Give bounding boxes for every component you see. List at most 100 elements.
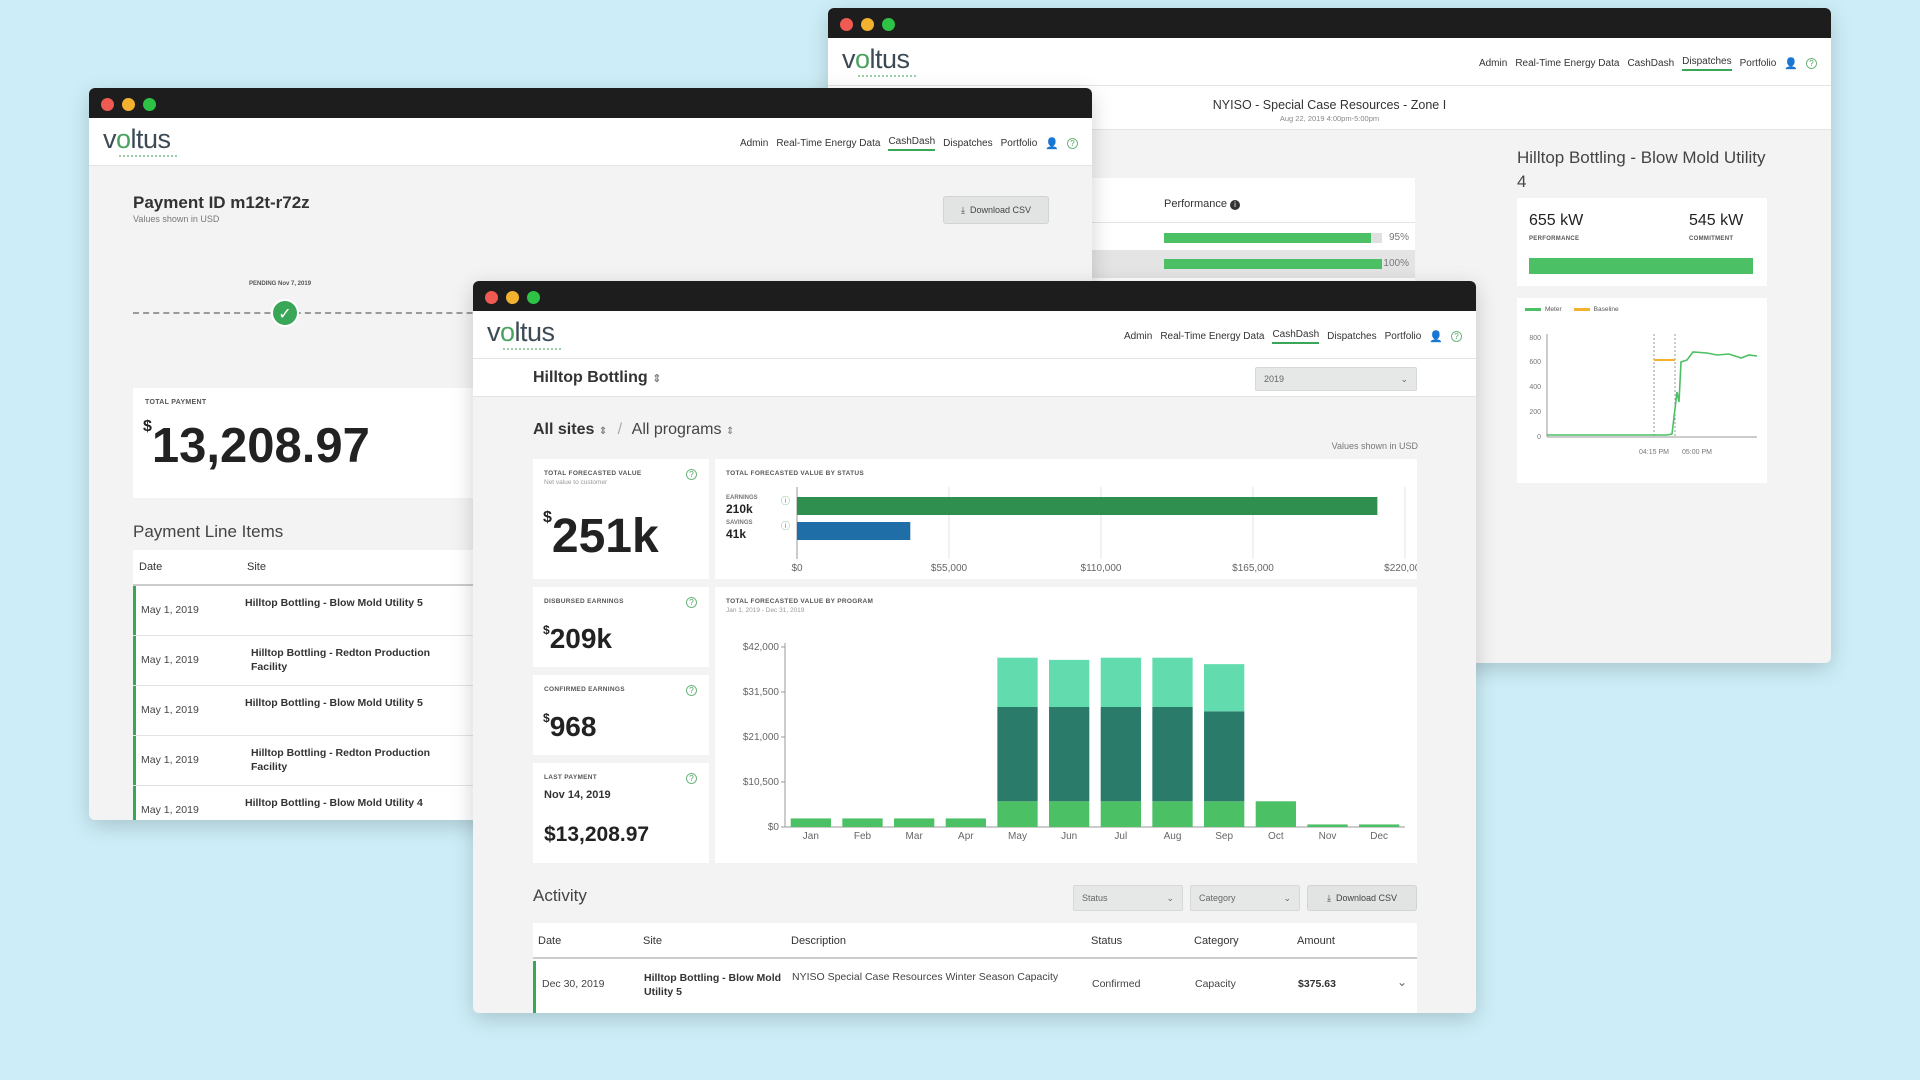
- app-header: voltus Admin Real-Time Energy Data CashD…: [473, 311, 1476, 359]
- x-tick: Oct: [1268, 831, 1284, 842]
- bar-segment: [1204, 801, 1245, 827]
- download-csv-button[interactable]: ⤓ Download CSV: [1307, 885, 1417, 911]
- nav-cashdash[interactable]: CashDash: [888, 136, 936, 151]
- year-select[interactable]: 2019 ⌄: [1255, 367, 1417, 391]
- help-icon[interactable]: ?: [1806, 58, 1817, 69]
- nav-portfolio[interactable]: Portfolio: [1000, 138, 1038, 149]
- row-date: May 1, 2019: [141, 754, 199, 766]
- bar-segment: [1100, 707, 1141, 802]
- voltus-logo[interactable]: voltus: [842, 44, 910, 74]
- last-payment-card: LAST PAYMENT ? Nov 14, 2019 $13,208.97: [533, 763, 709, 863]
- nav-dispatches[interactable]: Dispatches: [1327, 331, 1377, 342]
- total-payment-card: TOTAL PAYMENT $13,208.97: [133, 388, 493, 498]
- performance-bar: [1164, 233, 1372, 243]
- row-amount: $375.63: [1298, 978, 1336, 990]
- info-icon[interactable]: i: [1230, 200, 1241, 210]
- status-select[interactable]: Status ⌄: [1073, 885, 1183, 911]
- x-tick: Jul: [1114, 831, 1127, 842]
- voltus-logo[interactable]: voltus: [103, 124, 171, 154]
- col-category: Category: [1194, 935, 1239, 947]
- table-row[interactable]: May 1, 2019 Hilltop Bottling - Blow Mold …: [133, 686, 493, 736]
- row-date: May 1, 2019: [141, 704, 199, 716]
- table-row[interactable]: May 1, 2019 Hilltop Bottling - Redton Pro…: [133, 636, 493, 686]
- minimize-window-button[interactable]: [506, 291, 519, 304]
- x-tick: Aug: [1164, 831, 1182, 842]
- help-icon[interactable]: ?: [686, 773, 697, 784]
- help-icon[interactable]: ?: [686, 597, 697, 608]
- category-select[interactable]: Category ⌄: [1190, 885, 1300, 911]
- last-payment-date: Nov 14, 2019: [544, 789, 611, 801]
- minimize-window-button[interactable]: [122, 98, 135, 111]
- maximize-window-button[interactable]: [527, 291, 540, 304]
- performance-fill-bar: [1529, 258, 1753, 274]
- y-tick: $0: [768, 822, 780, 833]
- y-tick: 200: [1529, 409, 1541, 416]
- nav-admin[interactable]: Admin: [739, 138, 769, 149]
- help-icon[interactable]: ?: [1067, 138, 1078, 149]
- expand-chevron-icon[interactable]: ⌄: [1396, 975, 1407, 989]
- sites-filter[interactable]: All sites ⇕: [533, 421, 608, 438]
- customer-selector[interactable]: Hilltop Bottling ⇕: [533, 369, 662, 386]
- row-site: Hilltop Bottling - Redton Production Fac…: [251, 647, 431, 673]
- nav-realtime[interactable]: Real-Time Energy Data: [776, 138, 881, 149]
- top-nav: Admin Real-Time Energy Data CashDash Dis…: [740, 136, 1078, 151]
- window-titlebar: [473, 281, 1476, 311]
- col-site: Site: [643, 935, 662, 947]
- nav-admin[interactable]: Admin: [1478, 58, 1508, 69]
- help-icon[interactable]: ?: [686, 685, 697, 696]
- programs-filter[interactable]: All programs ⇕: [631, 421, 735, 438]
- filters: All sites ⇕ / All programs ⇕: [533, 421, 735, 438]
- nav-admin[interactable]: Admin: [1123, 331, 1153, 342]
- legend-meter: Meter: [1525, 306, 1562, 313]
- bar-segment: [997, 707, 1038, 802]
- help-icon[interactable]: ?: [686, 469, 697, 480]
- status-chart-card: TOTAL FORECASTED VALUE BY STATUS $0 $55,0…: [715, 459, 1417, 579]
- x-tick: $0: [791, 563, 803, 574]
- confirmed-label: CONFIRMED EARNINGS: [544, 686, 625, 693]
- commitment-caption: COMMITMENT: [1689, 236, 1734, 242]
- download-csv-button[interactable]: ⤓ Download CSV: [943, 196, 1049, 224]
- nav-realtime[interactable]: Real-Time Energy Data: [1160, 331, 1265, 342]
- nav-dispatches[interactable]: Dispatches: [1682, 56, 1732, 71]
- close-window-button[interactable]: [101, 98, 114, 111]
- y-tick: 600: [1529, 359, 1541, 366]
- performance-row: 95%: [1092, 222, 1415, 250]
- nav-portfolio[interactable]: Portfolio: [1384, 331, 1422, 342]
- logo-tagline: [858, 75, 916, 78]
- maximize-window-button[interactable]: [143, 98, 156, 111]
- bar-segment: [1152, 657, 1193, 707]
- user-icon[interactable]: 👤: [1045, 138, 1059, 150]
- app-header: voltus Admin Real-Time Energy Data CashD…: [828, 38, 1831, 86]
- row-date: Dec 30, 2019: [542, 978, 605, 990]
- maximize-window-button[interactable]: [882, 18, 895, 31]
- performance-track: [1164, 259, 1382, 269]
- status-chart-title: TOTAL FORECASTED VALUE BY STATUS: [726, 470, 865, 477]
- program-chart-card: TOTAL FORECASTED VALUE BY PROGRAM Jan 1,…: [715, 587, 1417, 863]
- total-payment-value: $13,208.97: [143, 418, 370, 473]
- last-payment-label: LAST PAYMENT: [544, 774, 598, 781]
- y-tick: $31,500: [743, 687, 780, 698]
- minimize-window-button[interactable]: [861, 18, 874, 31]
- disbursed-label: DISBURSED EARNINGS: [544, 598, 624, 605]
- voltus-logo[interactable]: voltus: [487, 317, 555, 347]
- close-window-button[interactable]: [840, 18, 853, 31]
- help-icon: ⓘ: [781, 496, 790, 506]
- bar: [797, 497, 1378, 515]
- nav-cashdash[interactable]: CashDash: [1272, 329, 1320, 344]
- user-icon[interactable]: 👤: [1784, 58, 1798, 70]
- user-icon[interactable]: 👤: [1429, 331, 1443, 343]
- nav-dispatches[interactable]: Dispatches: [943, 138, 993, 149]
- nav-cashdash[interactable]: CashDash: [1627, 58, 1675, 69]
- program-chart: $42,000 $31,500 $21,000 $10,500 $0 Jan Feb Mar A…: [743, 642, 1405, 842]
- help-icon[interactable]: ?: [1451, 331, 1462, 342]
- nav-portfolio[interactable]: Portfolio: [1739, 58, 1777, 69]
- table-row[interactable]: May 1, 2019 Hilltop Bottling - Blow Mold …: [133, 586, 493, 636]
- bar-segment: [1204, 711, 1245, 802]
- bar-segment: [1049, 659, 1090, 707]
- close-window-button[interactable]: [485, 291, 498, 304]
- table-row[interactable]: May 1, 2019 Hilltop Bottling - Redton Pro…: [133, 736, 493, 786]
- nav-realtime[interactable]: Real-Time Energy Data: [1515, 58, 1620, 69]
- logo-tagline: [119, 155, 177, 158]
- table-row[interactable]: Dec 30, 2019 Hilltop Bottling - Blow Mol…: [533, 961, 1417, 1013]
- table-row[interactable]: May 1, 2019 Hilltop Bottling - Blow Mold …: [133, 786, 493, 820]
